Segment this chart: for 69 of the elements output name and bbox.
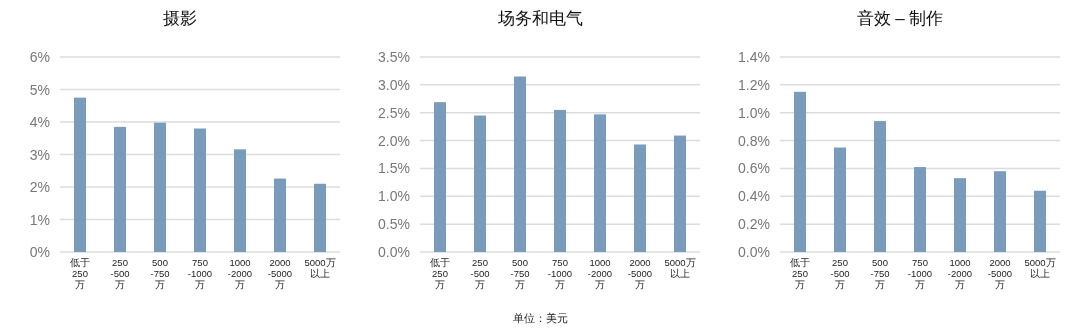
y-tick-label: 0.8%	[738, 132, 770, 149]
x-tick-label: 2000 -5000 万	[987, 257, 1013, 290]
chart-title: 音效 – 制作	[856, 9, 944, 28]
x-tick-label: 5000万以上	[1024, 257, 1056, 279]
y-tick-label: 4%	[29, 114, 50, 130]
text: 单位：美元	[512, 312, 568, 324]
y-tick-label: 0%	[29, 244, 50, 260]
bar	[674, 135, 686, 252]
y-tick-label: 0.4%	[738, 188, 770, 205]
x-tick-label: 1000 -2000 万	[947, 257, 973, 290]
bar	[194, 128, 206, 252]
y-tick-label: 1%	[29, 211, 50, 228]
y-tick-label: 2%	[29, 179, 50, 195]
bar	[74, 97, 86, 252]
x-tick-label: 5000万以上	[664, 257, 696, 279]
x-tick-label: 500 -750 万	[510, 257, 530, 290]
y-tick-label: 6%	[29, 49, 50, 65]
y-tick-label: 2.0%	[378, 132, 410, 149]
x-tick-label: 250 -500 万	[110, 257, 130, 290]
bar	[314, 183, 326, 252]
y-tick-label: 1.0%	[378, 188, 410, 205]
bar	[274, 178, 286, 252]
bar	[554, 109, 566, 252]
y-tick-label: 0.0%	[378, 244, 410, 260]
bar	[914, 167, 926, 252]
bar	[834, 147, 846, 252]
x-tick-label: 250 -500 万	[470, 257, 490, 290]
x-tick-label: 1000 -2000 万	[587, 257, 613, 290]
y-tick-label: 1.5%	[378, 160, 410, 177]
y-tick-label: 3%	[29, 146, 50, 163]
bar	[114, 126, 126, 252]
y-tick-label: 1.2%	[738, 76, 770, 93]
y-tick-label: 0.2%	[738, 216, 770, 233]
y-tick-label: 1.4%	[738, 49, 770, 65]
bar	[994, 171, 1006, 252]
x-tick-label: 500 -750 万	[870, 257, 890, 290]
bar	[514, 76, 526, 252]
x-tick-label: 750 -1000 万	[907, 257, 933, 290]
y-tick-label: 3.0%	[378, 76, 410, 93]
bar	[434, 102, 446, 252]
x-tick-label: 250 -500 万	[830, 257, 850, 290]
bar	[154, 122, 166, 252]
y-tick-label: 0.0%	[738, 244, 770, 260]
bar	[234, 149, 246, 252]
y-tick-label: 1.0%	[738, 104, 770, 121]
chart-title: 摄影	[163, 9, 197, 28]
x-tick-label: 5000万以上	[304, 257, 336, 279]
y-tick-label: 2.5%	[378, 104, 410, 121]
bar	[874, 121, 886, 252]
y-tick-label: 0.5%	[378, 216, 410, 233]
x-tick-label: 750 -1000 万	[187, 257, 213, 290]
y-tick-label: 0.6%	[738, 160, 770, 177]
y-tick-label: 5%	[29, 81, 50, 98]
x-tick-label: 低于 250 万	[70, 257, 90, 290]
bar	[634, 144, 646, 252]
bar	[594, 114, 606, 252]
bar	[954, 178, 966, 252]
x-tick-label: 低于 250 万	[430, 257, 450, 290]
bar	[474, 115, 486, 252]
x-tick-label: 1000 -2000 万	[227, 257, 253, 290]
y-tick-label: 3.5%	[378, 49, 410, 65]
bar	[1034, 190, 1046, 252]
x-tick-label: 2000 -5000 万	[267, 257, 293, 290]
x-tick-label: 750 -1000 万	[547, 257, 573, 290]
bar	[794, 91, 806, 252]
x-tick-label: 低于 250 万	[790, 257, 810, 290]
x-tick-label: 2000 -5000 万	[627, 257, 653, 290]
chart-title: 场务和电气	[496, 9, 583, 28]
x-tick-label: 500 -750 万	[150, 257, 170, 290]
